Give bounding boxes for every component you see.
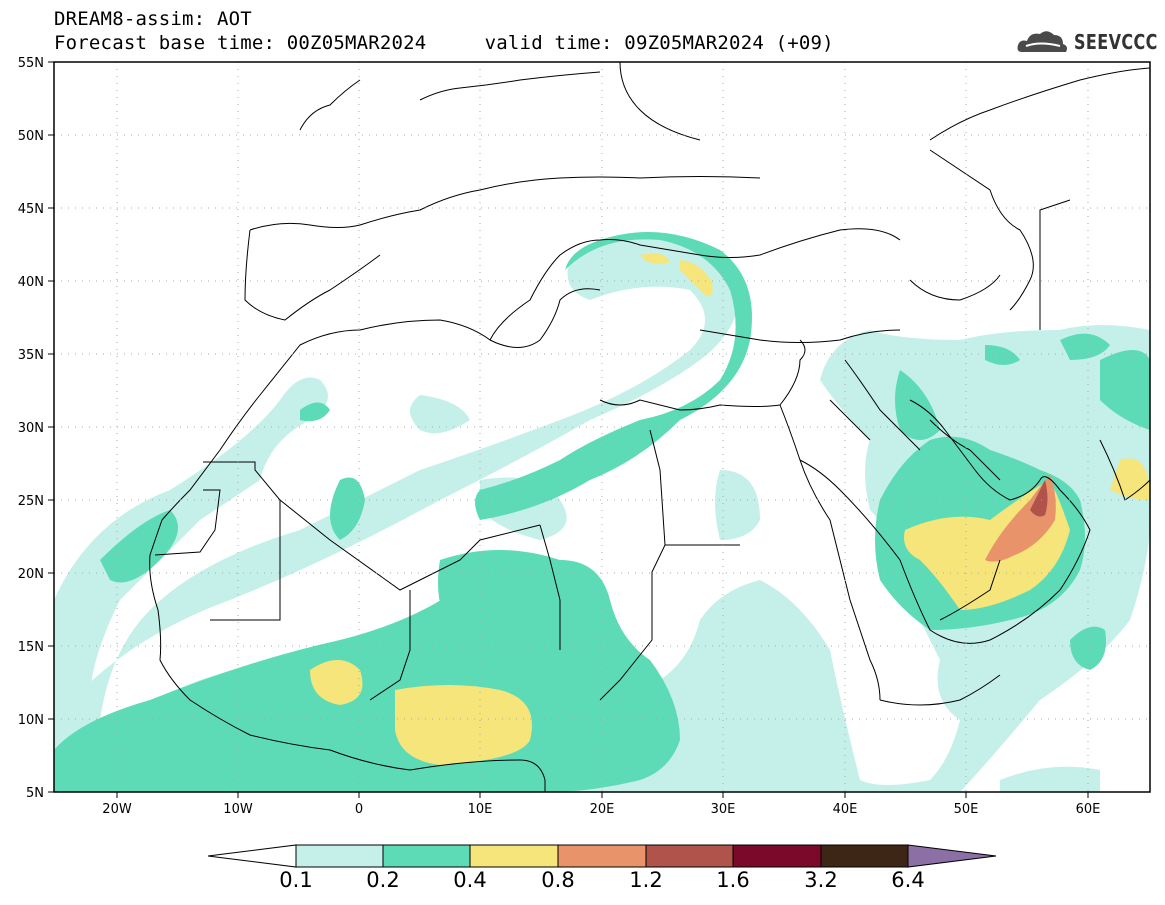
latitude-labels: 55N 50N 45N 40N 35N 30N 25N 20N 15N 10N … (18, 56, 44, 801)
lat-label: 20N (18, 567, 44, 582)
aot-field (54, 232, 1150, 792)
colorbar (207, 844, 997, 868)
aot-band-0.4-0.8 (310, 253, 1150, 765)
colorbar-segment (382, 844, 471, 868)
colorbar-label: 0.2 (366, 868, 400, 892)
colorbar-label: 1.2 (629, 868, 663, 892)
colorbar-segment (820, 844, 909, 868)
lon-label: 50E (954, 802, 979, 817)
colorbar-label: 0.8 (541, 868, 575, 892)
lat-label: 15N (18, 640, 44, 655)
model-title: DREAM8-assim: AOT (54, 8, 252, 30)
lon-label: 20W (102, 802, 132, 817)
lon-label: 10W (223, 802, 253, 817)
lat-label: 30N (18, 421, 44, 436)
colorbar-segment (469, 844, 559, 868)
colorbar-max-arrow (907, 844, 997, 868)
coastlines (149, 62, 1150, 792)
grid-lines (54, 62, 1150, 792)
forecast-time-line: Forecast base time: 00Z05MAR2024 valid t… (54, 32, 834, 54)
lat-label: 5N (26, 786, 44, 801)
logo-text: SEEVCCC (1074, 30, 1158, 54)
colorbar-label: 3.2 (804, 868, 838, 892)
colorbar-min-arrow (207, 844, 297, 868)
colorbar-label: 0.1 (279, 868, 313, 892)
colorbar-segment (645, 844, 734, 868)
colorbar-label: 1.6 (716, 868, 750, 892)
lat-label: 10N (18, 713, 44, 728)
cloud-icon (1017, 31, 1067, 52)
lat-label: 35N (18, 348, 44, 363)
colorbar-label: 0.4 (453, 868, 487, 892)
lon-label: 30E (711, 802, 736, 817)
lat-label: 50N (18, 129, 44, 144)
colorbar-label: 6.4 (891, 868, 925, 892)
longitude-labels: 20W 10W 0 10E 20E 30E 40E 50E 60E (102, 802, 1100, 817)
lon-label: 20E (590, 802, 615, 817)
lon-label: 10E (468, 802, 493, 817)
tick-marks (48, 61, 1089, 798)
lon-label: 40E (833, 802, 858, 817)
colorbar-segment (732, 844, 822, 868)
lat-label: 40N (18, 275, 44, 290)
lat-label: 45N (18, 202, 44, 217)
lon-label: 0 (355, 802, 363, 817)
aot-band-0.8-1.6 (985, 475, 1056, 562)
colorbar-segment (557, 844, 647, 868)
colorbar-segment (295, 844, 384, 868)
lon-label: 60E (1076, 802, 1101, 817)
lat-label: 25N (18, 494, 44, 509)
lat-label: 55N (18, 56, 44, 71)
